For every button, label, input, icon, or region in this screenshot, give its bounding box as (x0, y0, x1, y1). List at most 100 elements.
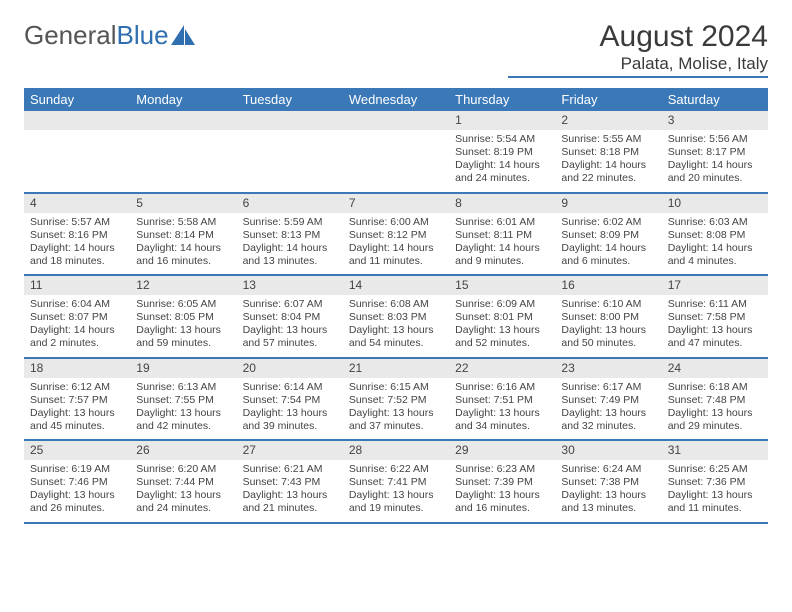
day-cell (343, 111, 449, 192)
sunrise-text: Sunrise: 6:00 AM (349, 216, 443, 229)
day-number: 25 (24, 441, 130, 460)
day-header: Monday (130, 88, 236, 111)
day-detail: Sunrise: 6:00 AMSunset: 8:12 PMDaylight:… (343, 213, 449, 275)
day-number: 12 (130, 276, 236, 295)
sunset-text: Sunset: 7:41 PM (349, 476, 443, 489)
sunrise-text: Sunrise: 5:56 AM (668, 133, 762, 146)
daylight-text: Daylight: 14 hours and 20 minutes. (668, 159, 762, 185)
sunrise-text: Sunrise: 6:20 AM (136, 463, 230, 476)
daylight-text: Daylight: 13 hours and 39 minutes. (243, 407, 337, 433)
sunrise-text: Sunrise: 6:23 AM (455, 463, 549, 476)
daylight-text: Daylight: 13 hours and 50 minutes. (561, 324, 655, 350)
daylight-text: Daylight: 13 hours and 59 minutes. (136, 324, 230, 350)
sunset-text: Sunset: 8:09 PM (561, 229, 655, 242)
day-detail: Sunrise: 6:22 AMSunset: 7:41 PMDaylight:… (343, 460, 449, 522)
day-detail: Sunrise: 6:16 AMSunset: 7:51 PMDaylight:… (449, 378, 555, 440)
sunrise-text: Sunrise: 6:02 AM (561, 216, 655, 229)
daylight-text: Daylight: 14 hours and 6 minutes. (561, 242, 655, 268)
day-number (343, 111, 449, 130)
day-header: Tuesday (237, 88, 343, 111)
day-number: 5 (130, 194, 236, 213)
title-month: August 2024 (508, 20, 768, 54)
day-cell: 19Sunrise: 6:13 AMSunset: 7:55 PMDayligh… (130, 359, 236, 440)
sunset-text: Sunset: 8:18 PM (561, 146, 655, 159)
day-detail: Sunrise: 6:01 AMSunset: 8:11 PMDaylight:… (449, 213, 555, 275)
day-cell (24, 111, 130, 192)
sunrise-text: Sunrise: 6:14 AM (243, 381, 337, 394)
sunset-text: Sunset: 8:16 PM (30, 229, 124, 242)
day-number: 27 (237, 441, 343, 460)
day-cell: 13Sunrise: 6:07 AMSunset: 8:04 PMDayligh… (237, 276, 343, 357)
day-detail: Sunrise: 5:55 AMSunset: 8:18 PMDaylight:… (555, 130, 661, 192)
daylight-text: Daylight: 14 hours and 22 minutes. (561, 159, 655, 185)
daylight-text: Daylight: 13 hours and 21 minutes. (243, 489, 337, 515)
day-number: 7 (343, 194, 449, 213)
day-cell: 14Sunrise: 6:08 AMSunset: 8:03 PMDayligh… (343, 276, 449, 357)
day-number: 23 (555, 359, 661, 378)
daylight-text: Daylight: 13 hours and 42 minutes. (136, 407, 230, 433)
day-cell: 16Sunrise: 6:10 AMSunset: 8:00 PMDayligh… (555, 276, 661, 357)
sunrise-text: Sunrise: 6:08 AM (349, 298, 443, 311)
day-number: 19 (130, 359, 236, 378)
day-detail: Sunrise: 6:15 AMSunset: 7:52 PMDaylight:… (343, 378, 449, 440)
sunrise-text: Sunrise: 6:12 AM (30, 381, 124, 394)
day-detail: Sunrise: 5:54 AMSunset: 8:19 PMDaylight:… (449, 130, 555, 192)
day-detail: Sunrise: 5:58 AMSunset: 8:14 PMDaylight:… (130, 213, 236, 275)
day-number: 3 (662, 111, 768, 130)
day-cell: 24Sunrise: 6:18 AMSunset: 7:48 PMDayligh… (662, 359, 768, 440)
sunset-text: Sunset: 7:38 PM (561, 476, 655, 489)
sunset-text: Sunset: 7:51 PM (455, 394, 549, 407)
day-detail: Sunrise: 6:11 AMSunset: 7:58 PMDaylight:… (662, 295, 768, 357)
day-cell: 27Sunrise: 6:21 AMSunset: 7:43 PMDayligh… (237, 441, 343, 522)
sunrise-text: Sunrise: 6:13 AM (136, 381, 230, 394)
sunrise-text: Sunrise: 6:10 AM (561, 298, 655, 311)
daylight-text: Daylight: 13 hours and 45 minutes. (30, 407, 124, 433)
day-cell: 9 Sunrise: 6:02 AMSunset: 8:09 PMDaylight… (555, 194, 661, 275)
daylight-text: Daylight: 14 hours and 18 minutes. (30, 242, 124, 268)
day-number: 17 (662, 276, 768, 295)
sunrise-text: Sunrise: 5:55 AM (561, 133, 655, 146)
day-detail: Sunrise: 6:17 AMSunset: 7:49 PMDaylight:… (555, 378, 661, 440)
day-number: 21 (343, 359, 449, 378)
daylight-text: Daylight: 13 hours and 29 minutes. (668, 407, 762, 433)
sunrise-text: Sunrise: 5:57 AM (30, 216, 124, 229)
calendar: Sunday Monday Tuesday Wednesday Thursday… (24, 88, 768, 524)
day-detail: Sunrise: 6:05 AMSunset: 8:05 PMDaylight:… (130, 295, 236, 357)
day-detail: Sunrise: 6:10 AMSunset: 8:00 PMDaylight:… (555, 295, 661, 357)
day-cell: 20Sunrise: 6:14 AMSunset: 7:54 PMDayligh… (237, 359, 343, 440)
daylight-text: Daylight: 14 hours and 24 minutes. (455, 159, 549, 185)
day-cell: 7Sunrise: 6:00 AMSunset: 8:12 PMDaylight… (343, 194, 449, 275)
daylight-text: Daylight: 13 hours and 13 minutes. (561, 489, 655, 515)
day-number: 2 (555, 111, 661, 130)
sunset-text: Sunset: 8:12 PM (349, 229, 443, 242)
day-detail: Sunrise: 5:59 AMSunset: 8:13 PMDaylight:… (237, 213, 343, 275)
sunset-text: Sunset: 7:52 PM (349, 394, 443, 407)
week-row: 1Sunrise: 5:54 AMSunset: 8:19 PMDaylight… (24, 111, 768, 194)
day-number: 1 (449, 111, 555, 130)
sunrise-text: Sunrise: 6:21 AM (243, 463, 337, 476)
day-number: 24 (662, 359, 768, 378)
day-number (130, 111, 236, 130)
day-detail: Sunrise: 6:09 AMSunset: 8:01 PMDaylight:… (449, 295, 555, 357)
day-cell: 6Sunrise: 5:59 AMSunset: 8:13 PMDaylight… (237, 194, 343, 275)
logo-text-2: Blue (117, 20, 169, 51)
day-header: Sunday (24, 88, 130, 111)
day-number: 9 (555, 194, 661, 213)
sunset-text: Sunset: 8:05 PM (136, 311, 230, 324)
daylight-text: Daylight: 13 hours and 52 minutes. (455, 324, 549, 350)
day-detail: Sunrise: 6:07 AMSunset: 8:04 PMDaylight:… (237, 295, 343, 357)
sunset-text: Sunset: 8:03 PM (349, 311, 443, 324)
day-cell: 26Sunrise: 6:20 AMSunset: 7:44 PMDayligh… (130, 441, 236, 522)
sunrise-text: Sunrise: 6:01 AM (455, 216, 549, 229)
day-number: 8 (449, 194, 555, 213)
day-number: 28 (343, 441, 449, 460)
day-number (237, 111, 343, 130)
daylight-text: Daylight: 13 hours and 26 minutes. (30, 489, 124, 515)
day-number: 4 (24, 194, 130, 213)
sunrise-text: Sunrise: 6:03 AM (668, 216, 762, 229)
title-block: August 2024 Palata, Molise, Italy (508, 20, 768, 78)
day-detail: Sunrise: 6:23 AMSunset: 7:39 PMDaylight:… (449, 460, 555, 522)
sunrise-text: Sunrise: 6:05 AM (136, 298, 230, 311)
day-cell: 17Sunrise: 6:11 AMSunset: 7:58 PMDayligh… (662, 276, 768, 357)
day-number: 22 (449, 359, 555, 378)
